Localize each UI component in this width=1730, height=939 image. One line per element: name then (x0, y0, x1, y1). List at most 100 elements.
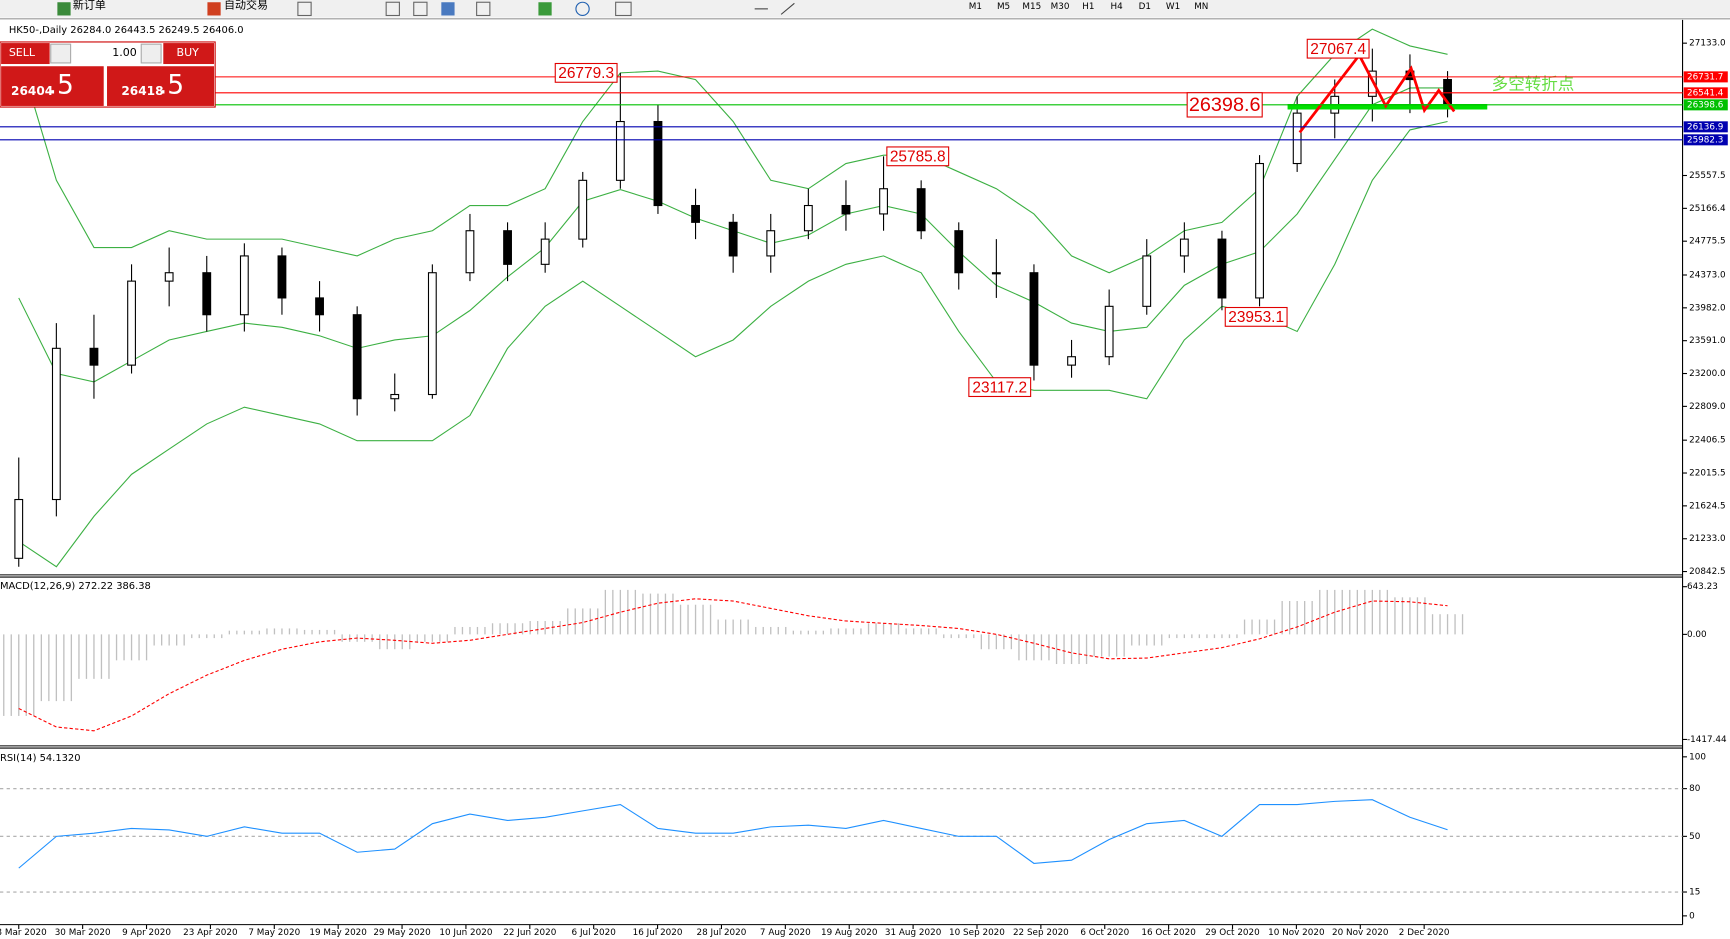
buy-price-fraction[interactable]: .5 (159, 70, 184, 101)
bollinger-lower (18, 120, 1448, 568)
tool-icon[interactable] (538, 2, 552, 16)
candle-body (1292, 112, 1302, 165)
x-tick-label: 28 Jul 2020 (697, 928, 747, 938)
candle-body (1104, 305, 1114, 358)
sell-label[interactable]: SELL (9, 46, 36, 59)
timeframe-button[interactable]: M30 (1051, 2, 1070, 12)
y-tick-label: 27133.0 (1689, 39, 1726, 49)
timeframe-button[interactable]: M5 (997, 2, 1010, 12)
sell-price[interactable]: 26404 (11, 84, 53, 98)
candle-body (766, 230, 776, 257)
y-tick-label: 22406.5 (1689, 436, 1725, 446)
candle-body (14, 498, 24, 559)
timeframe-button[interactable]: H1 (1082, 2, 1094, 12)
candle-body (503, 230, 512, 265)
tool-icon[interactable] (413, 1, 428, 17)
x-tick-label: 20 Nov 2020 (1332, 928, 1389, 938)
level-label-box (1683, 121, 1728, 133)
sell-price-box[interactable] (1, 66, 104, 106)
annotation-label: 25785.8 (890, 149, 946, 166)
candle-body (164, 272, 174, 282)
new-order-button[interactable]: 新订单 (73, 0, 106, 12)
volume-down[interactable] (50, 43, 72, 64)
y-tick-label: 25557.5 (1689, 171, 1725, 181)
rsi-label: RSI(14) 54.1320 (0, 753, 81, 764)
tool-icon[interactable] (297, 1, 312, 17)
x-tick-label: 10 Jun 2020 (439, 928, 492, 938)
sell-button[interactable] (1, 43, 50, 65)
buy-price-box[interactable] (107, 66, 215, 106)
y-tick-label: 24775.5 (1689, 237, 1725, 247)
chart-area (0, 17, 1730, 939)
timeframe-button[interactable]: W1 (1166, 2, 1180, 12)
annotation-label: 26398.6 (1189, 94, 1261, 116)
level-label-box (1683, 71, 1728, 83)
sell-price-fraction[interactable]: .5 (49, 70, 74, 101)
candle-body (540, 238, 550, 265)
candle-body (127, 280, 136, 366)
new-order-icon[interactable] (57, 2, 71, 16)
rsi-line (18, 799, 1448, 869)
level-label: 26136.9 (1687, 122, 1723, 132)
timeframe-button[interactable]: MN (1194, 2, 1208, 12)
buy-price[interactable]: 26418 (121, 84, 163, 98)
annotation-label: 27067.4 (1310, 41, 1366, 58)
candle-body (1029, 272, 1039, 366)
annotation-box (554, 62, 618, 83)
tool-icon[interactable] (780, 2, 795, 15)
macd-label: MACD(12,26,9) 272.22 386.38 (0, 581, 151, 592)
x-tick-label: 18 Mar 2020 (0, 928, 47, 938)
candle-body (728, 221, 738, 257)
timeframe-button[interactable]: M1 (969, 2, 982, 12)
auto-trading-button[interactable]: 自动交易 (224, 0, 268, 12)
level-label-box (1683, 99, 1728, 111)
timeframe-button[interactable]: H4 (1110, 2, 1123, 12)
toolbar (0, 0, 1730, 18)
timeframe-button[interactable]: D1 (1139, 2, 1151, 12)
tool-icon[interactable] (385, 1, 400, 17)
tool-icon[interactable] (476, 1, 491, 17)
annotation-label: 23953.1 (1228, 309, 1284, 326)
y-tick-label: 21233.0 (1689, 534, 1726, 544)
buy-button[interactable] (163, 43, 215, 65)
y-tick-label: 20842.5 (1689, 567, 1725, 577)
timeframe-button[interactable]: M15 (1022, 2, 1041, 12)
tool-icon[interactable] (441, 2, 455, 16)
candle-body (1217, 238, 1227, 299)
y-tick-label: 23200.0 (1689, 369, 1726, 379)
candle-body (277, 255, 287, 299)
rsi-tick-label: 0 (1689, 911, 1695, 921)
x-tick-label: 7 May 2020 (248, 928, 300, 938)
candle-body (879, 188, 888, 215)
volume-up[interactable] (140, 43, 162, 64)
x-tick-label: 23 Apr 2020 (183, 928, 238, 938)
candle-body (51, 347, 61, 501)
buy-label[interactable]: BUY (177, 46, 200, 59)
auto-trading-icon[interactable] (207, 2, 221, 16)
bollinger-upper (18, 28, 1448, 274)
candle-body (352, 314, 362, 400)
candle-body (427, 272, 437, 396)
candle-body (1367, 70, 1377, 97)
y-tick-label: 25166.4 (1689, 204, 1726, 214)
x-tick-label: 22 Sep 2020 (1013, 928, 1069, 938)
annotation-box (968, 377, 1032, 398)
macd-signal (18, 598, 1448, 732)
x-tick-label: 30 Mar 2020 (55, 928, 111, 938)
rsi-tick-label: 50 (1689, 832, 1701, 842)
candle-body (841, 204, 851, 215)
rsi-tick-label: 100 (1689, 752, 1706, 762)
macd-tick-label: 643.23 (1687, 582, 1718, 592)
level-label-box (1683, 134, 1728, 146)
tool-icon[interactable] (575, 1, 590, 17)
x-tick-label: 16 Oct 2020 (1141, 928, 1196, 938)
x-tick-label: 9 Apr 2020 (122, 928, 171, 938)
level-label: 25982.3 (1687, 135, 1723, 145)
x-tick-label: 2 Dec 2020 (1399, 928, 1450, 938)
candle-body (390, 393, 400, 400)
level-label: 26731.7 (1687, 72, 1723, 82)
volume-input[interactable]: 1.00 (112, 46, 137, 59)
tool-icon[interactable] (615, 1, 632, 17)
x-tick-label: 6 Oct 2020 (1080, 928, 1129, 938)
